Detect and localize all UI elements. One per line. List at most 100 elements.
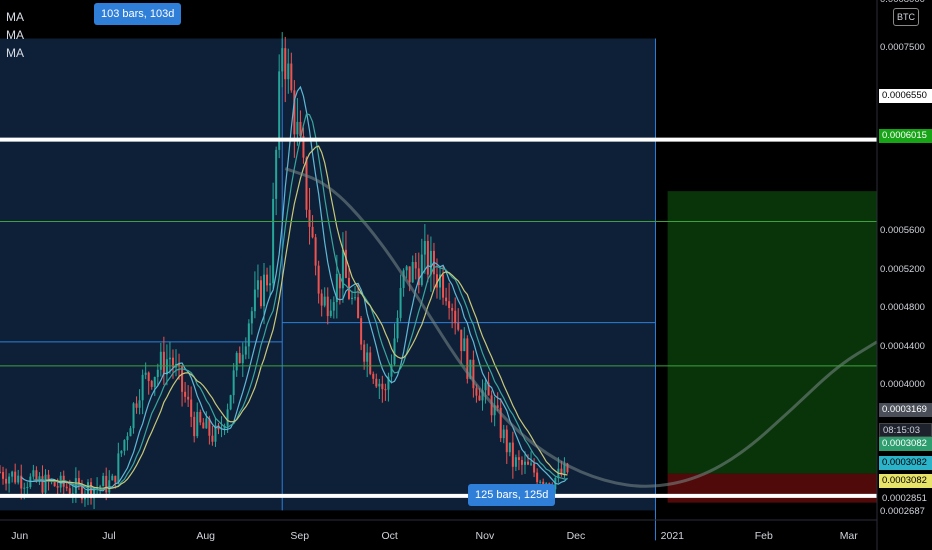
candle-down bbox=[293, 90, 296, 135]
candle-down bbox=[487, 382, 490, 396]
candle-down bbox=[369, 352, 372, 374]
price-tag-black: 0.0002851 bbox=[879, 492, 932, 506]
candle-down bbox=[162, 351, 165, 375]
candle-up bbox=[523, 461, 526, 465]
price-tick-label: 0.0004800 bbox=[880, 302, 925, 314]
measure-label-top[interactable]: 103 bars, 103d bbox=[94, 3, 182, 25]
candle-down bbox=[53, 481, 56, 487]
candle-up bbox=[8, 476, 11, 484]
candle-up bbox=[141, 374, 144, 401]
indicator-label-ma-3[interactable]: MA bbox=[6, 46, 24, 60]
measure-label-bottom[interactable]: 125 bars, 125d bbox=[468, 484, 556, 506]
candle-down bbox=[2, 472, 5, 479]
candle-down bbox=[187, 396, 190, 400]
candle-down bbox=[511, 442, 514, 467]
countdown-label: 08:15:03 bbox=[879, 423, 932, 437]
date-tick-label: 2021 bbox=[660, 530, 684, 542]
candle-down bbox=[90, 482, 93, 499]
candle-down bbox=[472, 359, 475, 389]
date-tick-label: Aug bbox=[196, 530, 216, 542]
currency-badge[interactable]: BTC bbox=[893, 8, 919, 26]
candle-down bbox=[193, 416, 196, 437]
candle-down bbox=[499, 407, 502, 439]
candle-up bbox=[214, 425, 217, 442]
candle-up bbox=[287, 63, 290, 80]
candle-up bbox=[159, 351, 162, 370]
candle-down bbox=[384, 389, 387, 391]
date-tick-label: Dec bbox=[566, 530, 586, 542]
candle-down bbox=[408, 266, 411, 283]
candle-down bbox=[47, 474, 50, 482]
candle-up bbox=[126, 436, 129, 441]
candle-down bbox=[426, 240, 429, 275]
candle-down bbox=[105, 475, 108, 493]
candle-up bbox=[514, 457, 517, 467]
indicator-label-ma-2[interactable]: MA bbox=[6, 28, 24, 42]
candle-up bbox=[256, 280, 259, 290]
candle-down bbox=[320, 293, 323, 306]
price-tick-label: 0.0007500 bbox=[880, 42, 925, 54]
candle-up bbox=[247, 323, 250, 347]
candle-up bbox=[405, 266, 408, 271]
candle-up bbox=[17, 475, 20, 483]
candle-down bbox=[363, 344, 366, 362]
candle-down bbox=[435, 274, 438, 288]
candle-up bbox=[205, 418, 208, 429]
candle-down bbox=[68, 488, 71, 494]
price-tick-label: 0.0005200 bbox=[880, 263, 925, 275]
candle-down bbox=[560, 468, 563, 476]
candle-up bbox=[390, 364, 393, 377]
price-tick-label: 0.0004000 bbox=[880, 379, 925, 391]
candle-down bbox=[478, 395, 481, 401]
candle-down bbox=[77, 478, 80, 484]
candle-down bbox=[147, 372, 150, 381]
candle-down bbox=[114, 475, 117, 483]
date-tick-label: Sep bbox=[290, 530, 310, 542]
candle-up bbox=[244, 346, 247, 355]
candle-up bbox=[108, 480, 111, 493]
ma-line-fast bbox=[20, 85, 568, 492]
candle-down bbox=[171, 357, 174, 368]
candle-down bbox=[184, 391, 187, 397]
candle-down bbox=[375, 378, 378, 387]
candle-down bbox=[181, 366, 184, 392]
candle-up bbox=[269, 283, 272, 286]
candle-down bbox=[56, 486, 59, 488]
candle-down bbox=[199, 411, 202, 423]
candle-up bbox=[387, 376, 390, 390]
candle-up bbox=[539, 481, 542, 483]
candle-up bbox=[354, 297, 357, 299]
candle-down bbox=[344, 249, 347, 278]
candle-down bbox=[451, 308, 454, 311]
candle-up bbox=[156, 369, 159, 378]
candle-down bbox=[202, 422, 205, 429]
candle-up bbox=[153, 377, 156, 387]
candle-up bbox=[378, 383, 381, 387]
indicator-label-ma-1[interactable]: MA bbox=[6, 10, 24, 24]
candle-down bbox=[505, 429, 508, 453]
candle-up bbox=[423, 240, 426, 255]
candle-up bbox=[111, 475, 114, 481]
candle-down bbox=[14, 471, 17, 483]
candle-down bbox=[357, 297, 360, 319]
price-tick-label: 0.0002687 bbox=[880, 505, 925, 517]
candle-down bbox=[457, 323, 460, 330]
price-tag-gray: 0.0003169 bbox=[879, 403, 932, 417]
candle-up bbox=[281, 48, 284, 72]
candle-down bbox=[448, 301, 451, 309]
date-tick-label: Mar bbox=[839, 530, 858, 542]
candle-down bbox=[259, 280, 262, 307]
candle-down bbox=[299, 121, 302, 137]
candle-down bbox=[305, 157, 308, 210]
candle-down bbox=[417, 268, 420, 286]
candle-down bbox=[527, 461, 530, 465]
candle-up bbox=[23, 487, 26, 489]
candle-down bbox=[35, 470, 38, 481]
candle-down bbox=[314, 237, 317, 266]
candle-up bbox=[123, 440, 126, 451]
candle-up bbox=[278, 71, 281, 150]
date-tick-label: Jul bbox=[102, 530, 116, 542]
candle-down bbox=[41, 476, 44, 493]
candle-up bbox=[366, 352, 369, 362]
